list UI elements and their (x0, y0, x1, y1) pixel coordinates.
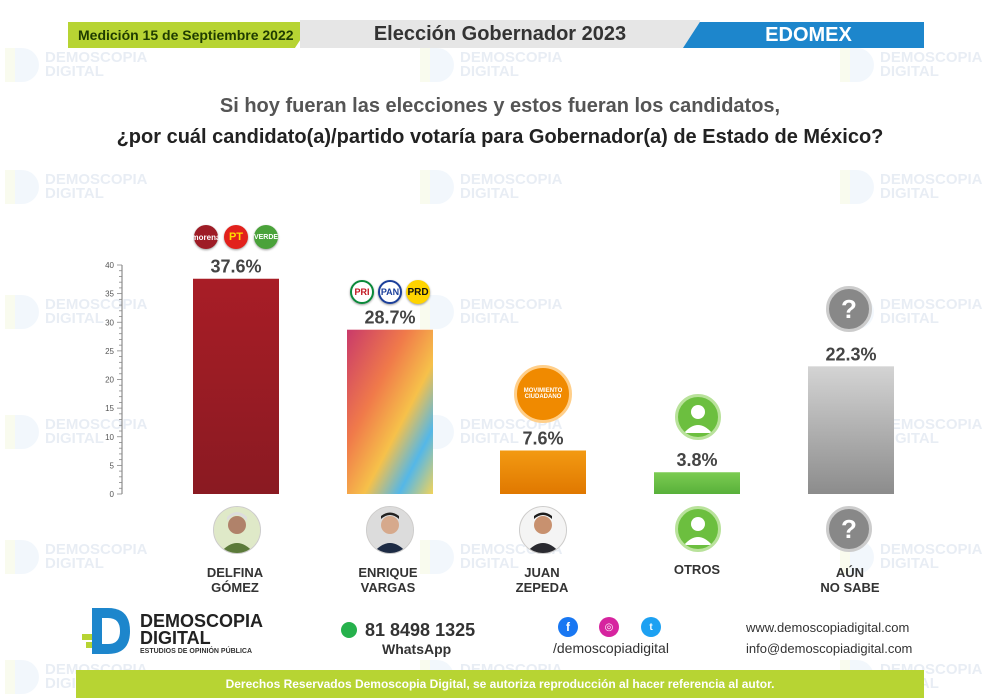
pri-logo: PRI (350, 280, 374, 304)
value-label: 3.8% (676, 450, 717, 470)
verde-logo: VERDE (254, 225, 278, 249)
facebook-icon[interactable]: f (558, 617, 578, 637)
whatsapp-icon[interactable] (341, 622, 357, 638)
pan-logo: PAN (378, 280, 402, 304)
y-tick-label: 10 (105, 433, 114, 442)
prd-logo: PRD (406, 280, 430, 304)
y-axis: 0 5 10 15 20 25 30 35 40 (105, 261, 123, 499)
brand-name: DEMOSCOPIA DIGITAL (140, 611, 264, 648)
email-link[interactable]: info@demoscopiadigital.com (746, 641, 913, 656)
phone-number[interactable]: 81 8498 1325 (365, 620, 476, 640)
value-label: 28.7% (364, 308, 415, 328)
bar (347, 329, 433, 494)
brand-logo (82, 606, 134, 656)
measurement-date-banner: Medición 15 de Septiembre 2022 (68, 22, 312, 48)
candidate-name: ENRIQUE VARGAS (358, 565, 418, 595)
rights-footer: Derechos Reservados Demoscopia Digital, … (76, 670, 924, 698)
bar (193, 278, 279, 494)
movimiento-ciudadano-logo: MOVIMIENTO CIUDADANO (514, 365, 572, 423)
y-tick-label: 0 (110, 490, 115, 499)
bar (500, 450, 586, 494)
y-tick-label: 40 (105, 261, 114, 270)
brand-tagline: ESTUDIOS DE OPINIÓN PÚBLICA (140, 648, 253, 655)
instagram-icon[interactable]: ◎ (599, 617, 619, 637)
pt-logo: PT (224, 225, 248, 249)
question-line-1: Si hoy fueran las elecciones y estos fue… (219, 95, 781, 117)
candidate-name: JUAN ZEPEDA (515, 565, 569, 595)
y-tick-label: 15 (105, 404, 114, 413)
candidate-name: OTROS (673, 562, 721, 577)
y-tick-label: 5 (110, 461, 115, 470)
morena-logo: morena (192, 225, 220, 249)
twitter-icon[interactable]: t (641, 617, 661, 637)
y-tick-label: 20 (105, 376, 114, 385)
y-tick-label: 30 (105, 318, 114, 327)
candidate-photo-delfina (213, 506, 261, 554)
y-tick-label: 35 (105, 290, 114, 299)
value-label: 37.6% (210, 257, 261, 277)
bar (654, 472, 740, 494)
value-labels: 37.6% 28.7% 7.6% 3.8% 22.3% (210, 257, 876, 471)
user-icon (675, 394, 721, 440)
value-label: 7.6% (522, 428, 563, 448)
page-title: Elección Gobernador 2023 (300, 20, 700, 48)
candidate-photo-juan (519, 506, 567, 554)
user-icon (675, 506, 721, 552)
question-icon: ? (826, 506, 872, 552)
social-handle[interactable]: /demoscopiadigital (553, 640, 669, 656)
y-tick-label: 25 (105, 347, 114, 356)
bars (193, 278, 894, 494)
value-label: 22.3% (825, 344, 876, 364)
candidate-photo-enrique (366, 506, 414, 554)
bar (808, 366, 894, 494)
region-banner: EDOMEX (683, 22, 924, 48)
question-line-2: ¿por cuál candidato(a)/partido votaría p… (116, 126, 884, 148)
question-icon: ? (826, 286, 872, 332)
whatsapp-label: WhatsApp (382, 641, 452, 657)
candidate-name: DELFINA GÓMEZ (206, 565, 264, 595)
candidate-name: AÚN NO SABE (820, 565, 880, 595)
website-link[interactable]: www.demoscopiadigital.com (746, 620, 910, 635)
